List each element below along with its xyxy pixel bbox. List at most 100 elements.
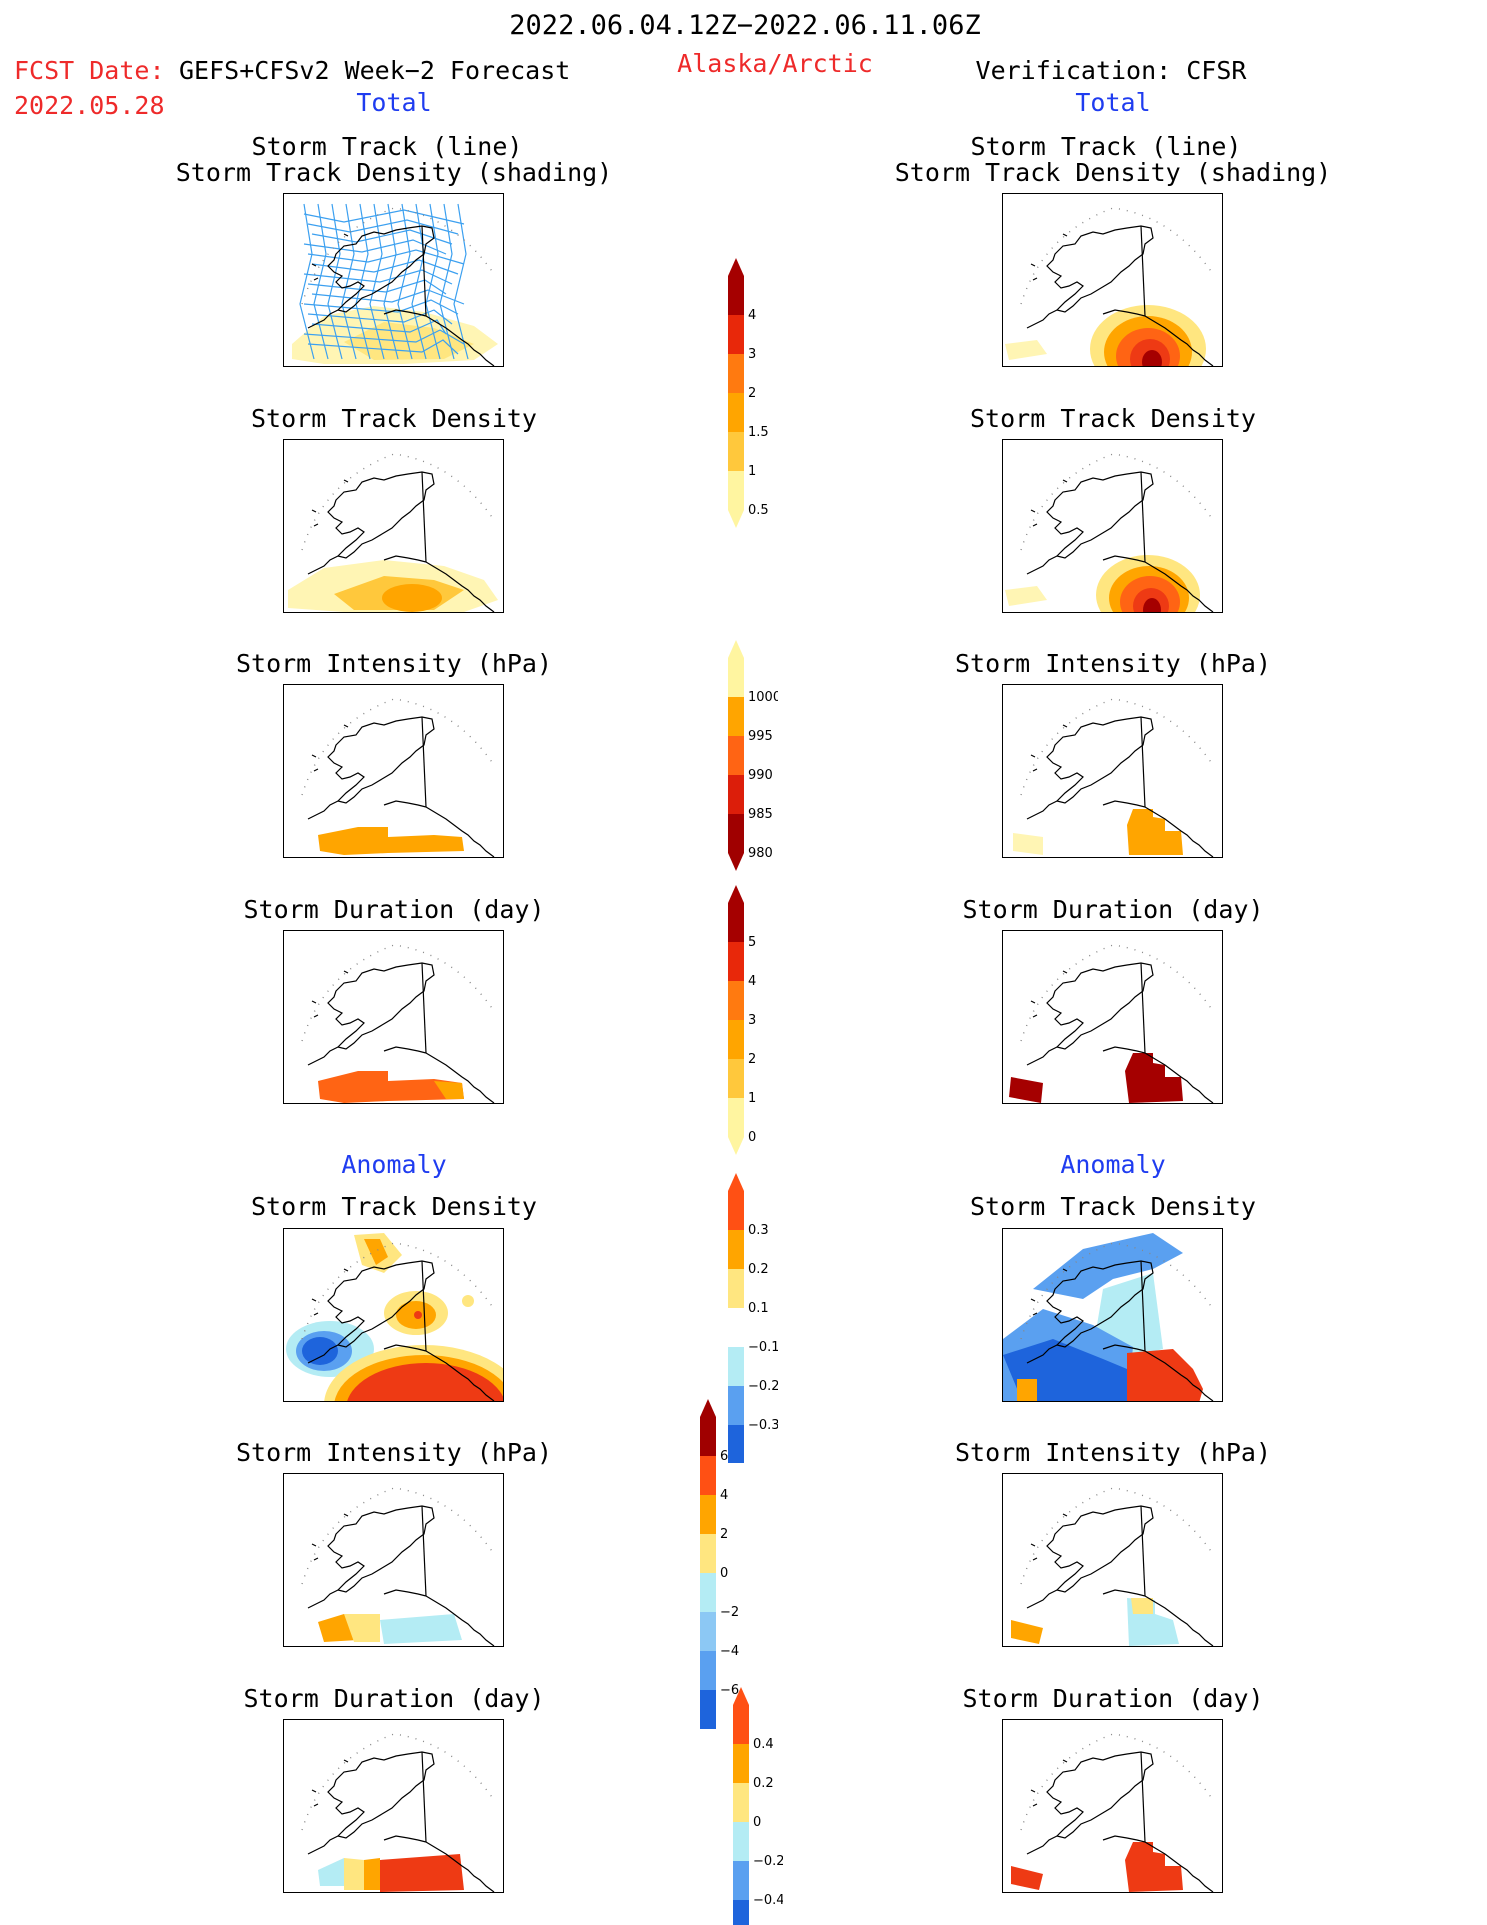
storm-track-line xyxy=(307,279,447,295)
title-anom-duration-right: Storm Duration (day) xyxy=(962,1684,1264,1713)
colorbar-label: 0 xyxy=(753,1815,761,1830)
colorbar-label: 5 xyxy=(748,935,756,950)
south-coast xyxy=(1102,1046,1146,1054)
colorbar-label: 2 xyxy=(748,1052,756,1067)
title-track-line-right: Storm Track (line) xyxy=(970,132,1242,161)
panhandle-coast xyxy=(425,1595,495,1646)
map-anom-duration-verification xyxy=(1002,1719,1223,1893)
colorbar-label: 0.3 xyxy=(748,1223,769,1238)
storm-track-line xyxy=(303,269,453,285)
map-boundary-dots xyxy=(1020,1487,1214,1585)
shaded-region xyxy=(1142,350,1162,366)
total-label-right: Total xyxy=(1075,88,1151,117)
storm-track-line xyxy=(311,319,447,335)
islands xyxy=(1026,479,1068,575)
alaska-coastline xyxy=(1020,1733,1214,1892)
title-density-right: Storm Track Density xyxy=(970,404,1256,433)
map-density-forecast xyxy=(283,439,504,613)
panhandle-coast xyxy=(1144,315,1214,366)
colorbar-segment xyxy=(728,775,744,814)
shaded-region xyxy=(364,1858,380,1890)
fcst-date-label: FCST Date: xyxy=(14,56,165,85)
shaded-region xyxy=(1011,1620,1043,1644)
colorbar-label: 6 xyxy=(720,1449,728,1464)
shaded-region xyxy=(302,1337,338,1365)
panhandle-coast xyxy=(1144,1052,1214,1103)
shaded-region xyxy=(1125,1053,1183,1103)
colorbar-bottom-arrow xyxy=(728,853,744,871)
alaska-coastline xyxy=(301,698,495,857)
colorbar-segment xyxy=(728,1386,744,1425)
map-intensity-verification xyxy=(1002,684,1223,858)
shaded-region xyxy=(1131,1598,1153,1614)
islands xyxy=(1026,1513,1068,1609)
colorbar-segment xyxy=(728,736,744,775)
storm-track-line xyxy=(341,203,357,360)
colorbar-segment xyxy=(733,1822,749,1861)
islands xyxy=(307,1759,349,1855)
map-boundary-dots xyxy=(301,1487,495,1585)
storm-track-line xyxy=(425,203,441,360)
colorbar-segment xyxy=(700,1417,716,1456)
colorbar-segment xyxy=(728,903,744,942)
colorbar-label: 4 xyxy=(720,1488,728,1503)
colorbar-segment xyxy=(728,697,744,736)
colorbar-segment xyxy=(728,276,744,315)
map-boundary-dots xyxy=(1020,944,1214,1042)
canada-border xyxy=(421,716,427,808)
colorbar-label: −0.2 xyxy=(753,1854,783,1869)
colorbar-segment xyxy=(728,981,744,1020)
colorbar-segment xyxy=(728,1347,744,1386)
shaded-region xyxy=(364,1239,388,1265)
map-boundary-dots xyxy=(301,944,495,1042)
map-track-forecast xyxy=(283,193,504,367)
storm-track-line xyxy=(397,203,413,360)
map-anom-intensity-verification xyxy=(1002,1473,1223,1647)
colorbar-label: 1 xyxy=(748,1091,756,1106)
colorbar-label: 985 xyxy=(748,807,773,822)
canada-border xyxy=(1140,1505,1146,1597)
map-boundary-dots xyxy=(1020,698,1214,796)
map-anom-density-verification xyxy=(1002,1228,1223,1402)
colorbar-segment xyxy=(733,1861,749,1900)
alaska-outline xyxy=(1046,716,1154,804)
title-duration-right: Storm Duration (day) xyxy=(962,895,1264,924)
alaska-coastline xyxy=(301,1242,495,1401)
alaska-outline xyxy=(1046,1505,1154,1593)
shaded-region xyxy=(1033,1233,1183,1299)
panhandle-coast xyxy=(425,561,495,612)
canada-border xyxy=(421,225,427,317)
south-coast xyxy=(383,800,427,808)
colorbar-label: 0 xyxy=(748,1130,756,1145)
shaded-region xyxy=(462,1295,474,1307)
colorbar-label: 0 xyxy=(720,1566,728,1581)
colorbar-total-density: 4 3 2 1.5 1 0.5 xyxy=(728,258,769,528)
storm-track-line xyxy=(313,203,329,360)
colorbar-segment xyxy=(728,1425,744,1463)
panhandle-coast xyxy=(425,315,495,366)
panhandle-coast xyxy=(1144,1841,1214,1892)
colorbar-segment xyxy=(728,432,744,471)
colorbar-segment xyxy=(728,471,744,510)
map-boundary-dots xyxy=(1020,1733,1214,1831)
title-duration-left: Storm Duration (day) xyxy=(243,895,545,924)
shaded-region xyxy=(380,1854,464,1892)
islands xyxy=(307,479,349,575)
colorbar-segment xyxy=(728,942,744,981)
colorbar-label: −0.1 xyxy=(748,1340,778,1355)
shaded-region xyxy=(380,1614,462,1644)
storm-track-line xyxy=(303,329,465,345)
colorbar-segment xyxy=(733,1783,749,1822)
colorbar-label: −4 xyxy=(720,1644,739,1659)
shaded-region xyxy=(1011,1866,1043,1890)
shaded-region xyxy=(1127,1349,1203,1401)
shaded-region xyxy=(318,1071,464,1103)
title-anom-density-right: Storm Track Density xyxy=(970,1192,1256,1221)
colorbar-anom-duration: 0.4 0.2 0 −0.2 −0.4 xyxy=(733,1687,783,1925)
panhandle-coast xyxy=(1144,806,1214,857)
title-anom-duration-left: Storm Duration (day) xyxy=(243,1684,545,1713)
islands xyxy=(1026,1759,1068,1855)
colorbar-segment xyxy=(733,1705,749,1744)
alaska-coastline xyxy=(301,944,495,1103)
colorbar-label: −0.2 xyxy=(748,1379,778,1394)
